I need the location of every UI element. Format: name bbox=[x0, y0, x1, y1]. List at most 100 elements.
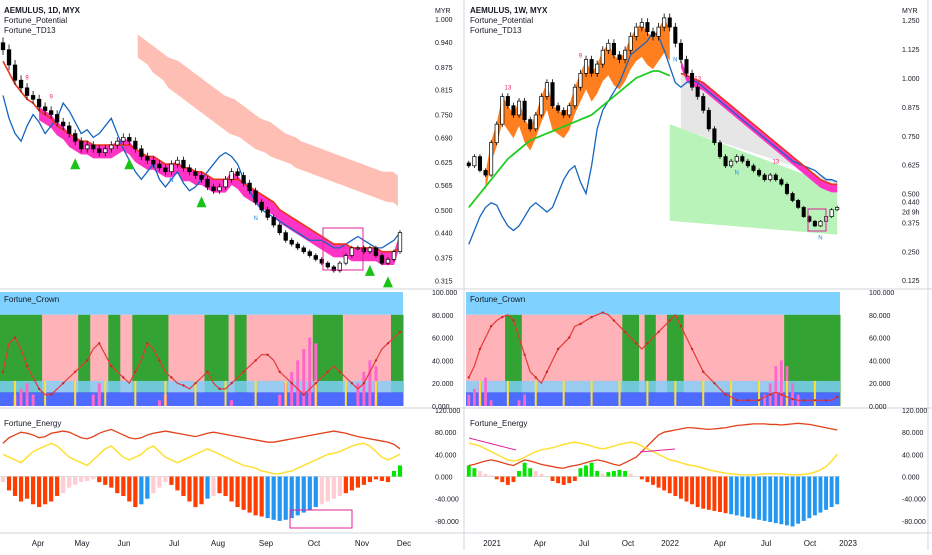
crown-yellow-tick bbox=[254, 380, 257, 406]
crown-dot bbox=[791, 397, 794, 401]
energy-bar bbox=[73, 476, 78, 485]
energy-bar bbox=[768, 476, 773, 523]
energy-bar bbox=[729, 476, 734, 515]
crown-regime-block bbox=[756, 314, 763, 406]
crown-dot bbox=[657, 330, 660, 334]
energy-bar bbox=[385, 476, 391, 483]
crown-regime-block bbox=[728, 314, 735, 406]
energy-bar bbox=[745, 476, 750, 518]
candle bbox=[628, 36, 633, 51]
crown-regime-block bbox=[510, 314, 517, 406]
energy-bar bbox=[133, 476, 138, 508]
candle bbox=[583, 59, 589, 74]
energy-bar bbox=[757, 476, 762, 520]
energy-y-tick: 0.000 bbox=[902, 475, 920, 482]
crown-dot bbox=[25, 364, 29, 368]
energy-bar bbox=[556, 476, 561, 484]
crown-regime-block bbox=[611, 314, 618, 406]
crown-yellow-tick bbox=[44, 380, 47, 406]
candle bbox=[211, 186, 216, 192]
crown-y-tick: 40.000 bbox=[432, 358, 454, 365]
crown-dot bbox=[362, 382, 366, 385]
crown-regime-block bbox=[817, 314, 824, 406]
crown-regime-block bbox=[823, 314, 830, 406]
crown-dot bbox=[37, 387, 41, 391]
crown-yellow-tick bbox=[374, 380, 377, 406]
crown-regime-block bbox=[767, 314, 774, 406]
crown-regime-block bbox=[711, 314, 718, 406]
symbol-title: AEMULUS, 1W, MYX bbox=[470, 6, 548, 15]
crown-dot bbox=[489, 325, 493, 328]
energy-bar bbox=[127, 476, 132, 502]
crown-y-tick: 40.000 bbox=[869, 358, 891, 365]
candle bbox=[127, 137, 132, 142]
crown-dot bbox=[302, 393, 305, 396]
energy-bar bbox=[639, 476, 644, 480]
energy-bar bbox=[628, 473, 633, 477]
crown-dot bbox=[467, 376, 470, 379]
x-tick-label: Oct bbox=[622, 539, 635, 548]
candle bbox=[277, 224, 282, 233]
crown-regime-block bbox=[96, 314, 103, 406]
crown-regime-block bbox=[560, 314, 567, 406]
energy-bar bbox=[24, 476, 30, 499]
crown-regime-block bbox=[706, 314, 713, 406]
energy-bar bbox=[0, 476, 6, 483]
energy-bar bbox=[528, 468, 533, 477]
crown-yellow-tick bbox=[344, 380, 347, 406]
candle bbox=[18, 79, 24, 89]
crown-yellow-tick bbox=[534, 380, 537, 406]
energy-bar bbox=[175, 476, 180, 491]
crown-dot bbox=[374, 359, 378, 362]
crown-top-band bbox=[0, 292, 403, 315]
energy-y-tick-left: 0.000 bbox=[435, 475, 453, 482]
energy-bar bbox=[349, 476, 354, 491]
candle bbox=[205, 178, 210, 188]
crown-regime-block bbox=[683, 314, 690, 406]
crown-yellow-tick bbox=[134, 380, 137, 406]
crown-regime-block bbox=[784, 314, 791, 406]
x-tick-label: Apr bbox=[714, 539, 727, 548]
candle bbox=[729, 160, 734, 167]
candle bbox=[489, 142, 494, 176]
y-tick-label: 0.315 bbox=[435, 278, 453, 285]
y-tick-label: 0.690 bbox=[435, 135, 453, 142]
crown-yellow-tick bbox=[702, 380, 705, 406]
crown-regime-block bbox=[282, 314, 290, 406]
crown-regime-block bbox=[90, 314, 97, 406]
crown-dot bbox=[702, 370, 705, 373]
energy-bar bbox=[539, 473, 544, 477]
candle bbox=[133, 140, 138, 150]
energy-bar bbox=[49, 476, 54, 502]
candle bbox=[319, 258, 324, 264]
crown-hist-bar bbox=[302, 349, 306, 406]
energy-bar bbox=[678, 476, 683, 499]
crown-regime-block bbox=[192, 314, 199, 406]
crown-dot bbox=[134, 370, 137, 373]
td-label: N bbox=[673, 57, 677, 63]
candle bbox=[706, 109, 711, 130]
crown-yellow-tick bbox=[478, 380, 481, 406]
energy-bar bbox=[723, 476, 728, 514]
crown-regime-block bbox=[360, 314, 368, 406]
y-tick-label: 0.375 bbox=[902, 220, 920, 227]
candle bbox=[79, 140, 84, 150]
energy-bar bbox=[205, 476, 210, 499]
candle bbox=[645, 22, 650, 33]
energy-bar bbox=[500, 476, 505, 483]
energy-bar bbox=[517, 471, 521, 477]
x-tick-label: Apr bbox=[32, 539, 45, 548]
energy-bar bbox=[835, 476, 840, 505]
crown-dot bbox=[534, 376, 537, 379]
crown-regime-block bbox=[204, 314, 212, 406]
crown-dot bbox=[824, 399, 828, 402]
countdown-label: 2d 9h bbox=[902, 209, 920, 216]
energy-bar bbox=[824, 476, 828, 510]
crown-regime-block bbox=[390, 314, 398, 406]
crown-dot bbox=[735, 399, 738, 402]
energy-bar bbox=[85, 476, 90, 481]
crown-dot bbox=[690, 347, 694, 351]
energy-divergence-line bbox=[639, 448, 676, 453]
energy-bar bbox=[223, 476, 228, 496]
candle bbox=[151, 159, 156, 165]
